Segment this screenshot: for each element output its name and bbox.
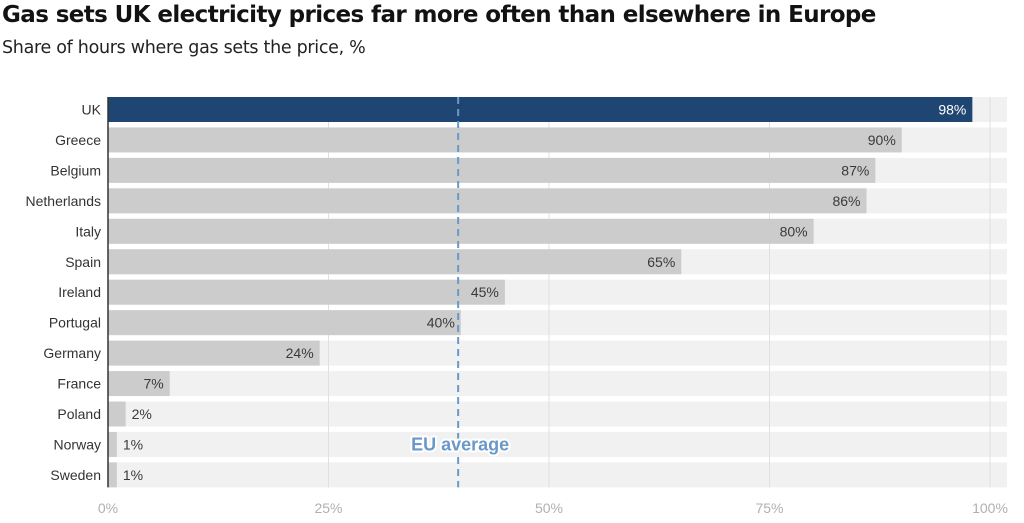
bar xyxy=(108,431,117,457)
bar xyxy=(108,188,867,214)
value-label: 7% xyxy=(144,376,164,392)
value-label: 1% xyxy=(123,467,143,483)
x-tick-label: 0% xyxy=(98,500,118,516)
labels: UK 98% Greece 90% Belgium 87% Netherlands 86% It… xyxy=(26,102,967,483)
bars xyxy=(108,97,973,488)
row-background xyxy=(108,431,1007,457)
bar xyxy=(108,462,117,488)
category-label: UK xyxy=(82,102,102,118)
x-tick-label: 50% xyxy=(535,500,563,516)
chart-title: Gas sets UK electricity prices far more … xyxy=(2,2,876,28)
value-label: 90% xyxy=(868,132,896,148)
bar xyxy=(108,371,170,397)
value-label: 2% xyxy=(132,406,152,422)
chart-subtitle: Share of hours where gas sets the price,… xyxy=(2,38,366,58)
category-label: Greece xyxy=(55,132,101,148)
bar xyxy=(108,127,902,153)
x-tick-label: 75% xyxy=(755,500,783,516)
category-label: Sweden xyxy=(50,467,101,483)
value-label: 98% xyxy=(938,102,966,118)
bar xyxy=(108,279,505,305)
category-label: Ireland xyxy=(58,284,101,300)
category-label: Netherlands xyxy=(26,193,102,209)
row-background xyxy=(108,462,1007,488)
category-label: Norway xyxy=(54,436,101,452)
bar xyxy=(108,249,682,275)
category-label: Italy xyxy=(75,223,101,239)
bar xyxy=(108,218,814,244)
bar xyxy=(108,157,876,183)
value-label: 65% xyxy=(647,254,675,270)
value-label: 87% xyxy=(841,162,869,178)
value-label: 45% xyxy=(471,284,499,300)
category-label: Poland xyxy=(57,406,101,422)
category-label: Germany xyxy=(43,345,101,361)
value-label: 1% xyxy=(123,436,143,452)
category-label: Spain xyxy=(65,254,101,270)
x-tick-label: 25% xyxy=(314,500,342,516)
reference-line-group: EU average xyxy=(409,97,511,488)
row-background xyxy=(108,371,1007,397)
bar-highlighted xyxy=(108,97,973,122)
value-label: 86% xyxy=(832,193,860,209)
axes: 0% 25% 50% 75% 100% xyxy=(98,97,1008,516)
bar xyxy=(108,340,320,366)
x-tick-label: 100% xyxy=(972,500,1008,516)
category-label: Belgium xyxy=(50,162,101,178)
row-background xyxy=(108,401,1007,427)
bar xyxy=(108,310,461,336)
bar xyxy=(108,401,126,427)
category-label: France xyxy=(57,376,101,392)
category-label: Portugal xyxy=(49,315,101,331)
value-label: 24% xyxy=(286,345,314,361)
value-label: 80% xyxy=(780,223,808,239)
value-label: 40% xyxy=(427,315,455,331)
eu-average-label: EU average xyxy=(411,434,509,454)
